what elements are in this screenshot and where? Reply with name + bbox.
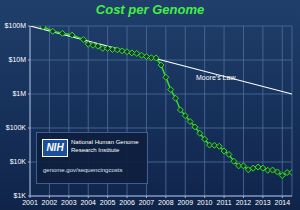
svg-text:2001: 2001 — [22, 199, 38, 206]
svg-text:2008: 2008 — [158, 199, 174, 206]
svg-text:2013: 2013 — [255, 199, 271, 206]
svg-text:2012: 2012 — [236, 199, 252, 206]
svg-text:2011: 2011 — [217, 199, 232, 206]
html-text:NIH: NIH — [46, 142, 64, 153]
html-text:Moore's Law: Moore's Law — [196, 74, 236, 81]
svg-text:2010: 2010 — [197, 199, 213, 206]
svg-text:2007: 2007 — [139, 199, 155, 206]
svg-text:2003: 2003 — [61, 199, 77, 206]
svg-text:$1K: $1K — [14, 192, 27, 199]
svg-text:2004: 2004 — [80, 199, 96, 206]
html-text:Cost per Genome: Cost per Genome — [95, 2, 205, 17]
svg-text:$1M: $1M — [12, 90, 26, 97]
svg-text:2002: 2002 — [42, 199, 58, 206]
svg-text:$10M: $10M — [8, 56, 26, 63]
svg-text:2005: 2005 — [100, 199, 116, 206]
svg-text:$10K: $10K — [10, 158, 27, 165]
svg-text:$100M: $100M — [8, 22, 26, 29]
svg-text:2009: 2009 — [177, 199, 193, 206]
svg-text:2014: 2014 — [275, 199, 291, 206]
svg-text:$100K: $100K — [8, 124, 26, 131]
html-text:genome.gov/sequencingcosts: genome.gov/sequencingcosts — [43, 167, 123, 173]
svg-text:2006: 2006 — [119, 199, 135, 206]
html-text:National Human Genome Research: National Human Genome Research Institute — [71, 139, 139, 153]
